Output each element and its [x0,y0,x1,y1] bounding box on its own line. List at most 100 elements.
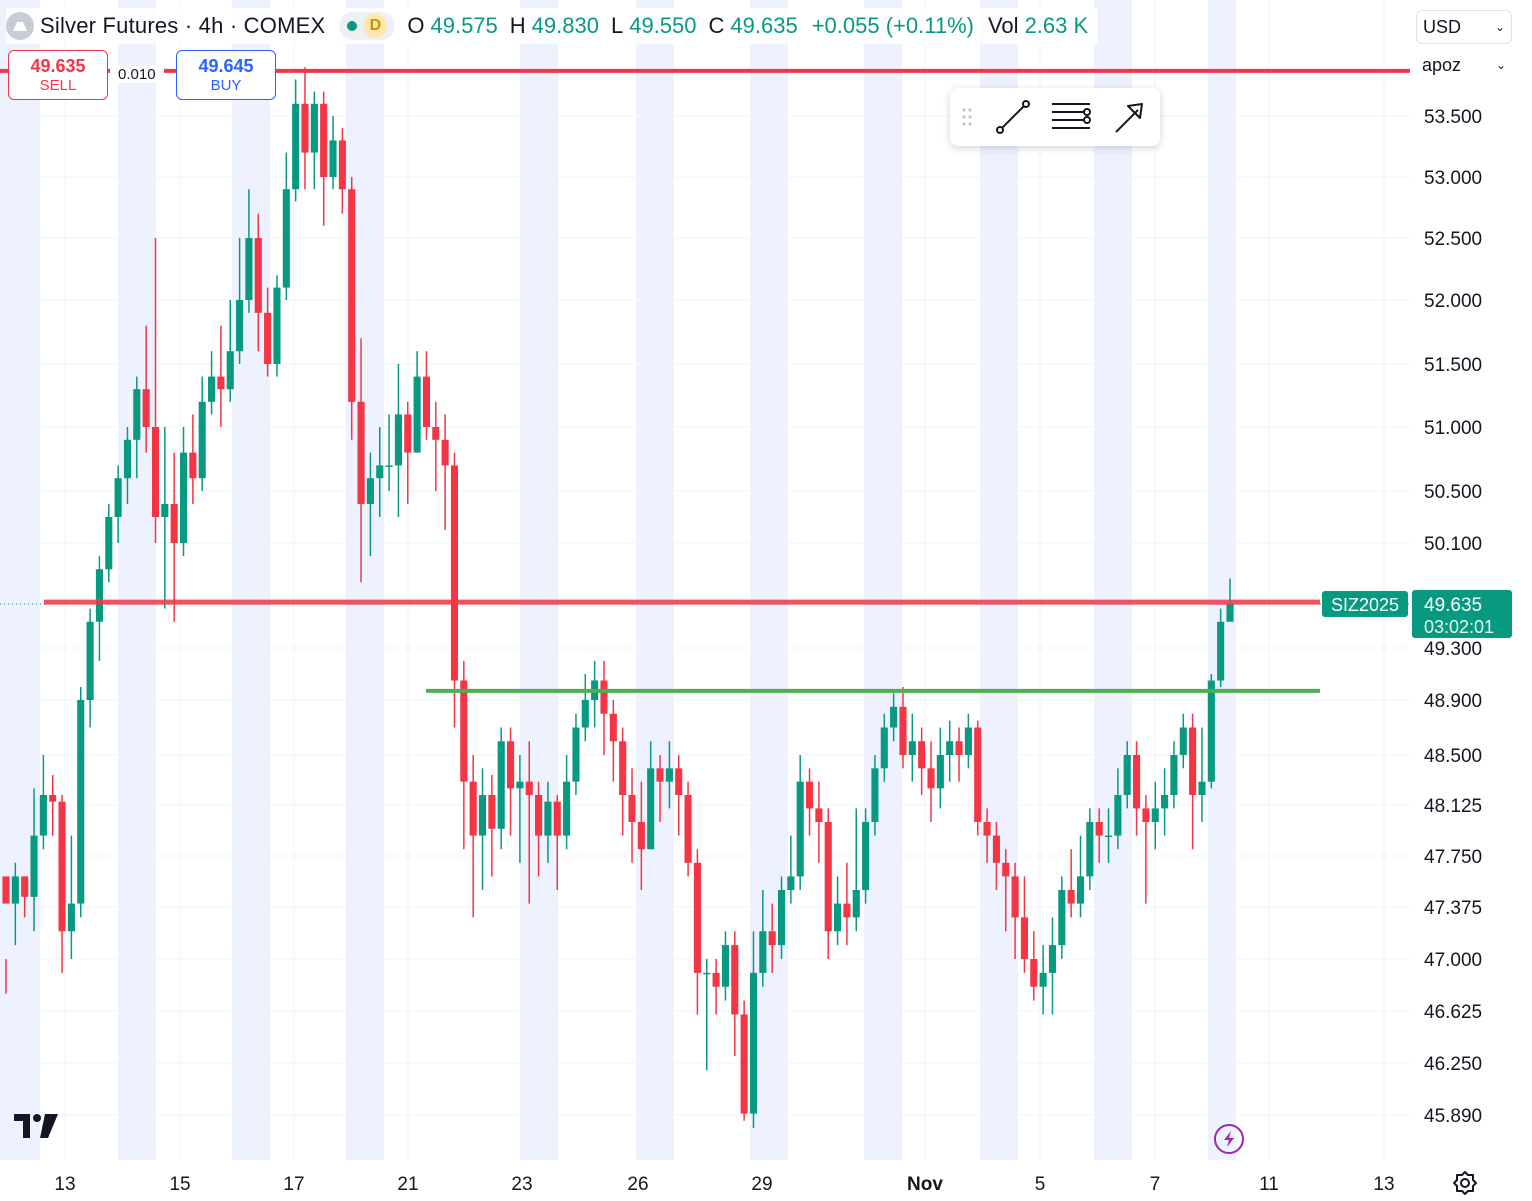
price-tick-label: 50.500 [1424,482,1482,503]
candle [39,755,47,850]
candle [413,351,421,453]
candle [2,876,10,994]
candle [563,755,571,850]
candle-body [441,439,449,466]
sell-button[interactable]: 49.635 SELL [8,50,108,100]
candle-body [30,835,38,897]
candle [77,687,85,918]
candle-body [376,465,384,479]
price-tick-label: 52.500 [1424,229,1482,250]
candle-body [142,389,150,427]
candle [179,427,188,557]
candle-body [1058,890,1066,946]
candle-body [506,741,515,789]
candle-body [946,741,954,755]
candle [450,452,459,728]
candle [142,325,150,453]
lightning-icon[interactable] [1214,1124,1244,1154]
candle [478,768,487,890]
horizontal-lines-tool-button[interactable] [1042,88,1100,146]
trend-line-tool-button[interactable] [984,88,1042,146]
candle [422,351,431,440]
price-tick-label: 46.625 [1424,1002,1482,1023]
session-band [1094,0,1132,1160]
candle [226,300,234,402]
candle [1142,795,1150,904]
price-tick-label: 47.750 [1424,847,1482,868]
candle [1030,931,1038,1001]
price-tick-label: 48.125 [1424,796,1482,817]
candle-body [497,741,505,829]
candle [619,727,627,836]
candle-body [39,795,47,836]
candle-body [516,781,524,789]
candle-body [731,945,739,1015]
tradingview-logo-icon[interactable] [12,1112,60,1145]
candle [703,959,711,1071]
time-axis: 13 15 17 21 23 26 29 Nov 5 7 11 13 [0,1160,1410,1200]
candle [525,741,533,904]
account-select[interactable]: apoz ⌄ [1416,48,1512,82]
candle [591,661,599,728]
candle-body [1076,876,1085,904]
session-band [118,0,156,1160]
candle [731,931,739,1057]
arrow-tool-button[interactable] [1100,88,1158,146]
candle [301,67,309,190]
price-tick-label: 51.000 [1424,418,1482,439]
candle [721,931,730,1001]
currency-select[interactable]: USD ⌄ [1416,10,1512,44]
close-value: 49.635 [730,13,798,38]
candle-body [796,781,804,877]
candle [310,91,318,190]
candle-body [572,727,580,782]
candle-body [535,795,543,836]
candle [95,556,103,661]
candle-body [1020,917,1028,959]
candle [535,781,543,877]
candle [852,808,860,932]
candle [637,781,645,890]
candle-body [1189,727,1197,795]
candle [1104,808,1113,863]
last-price-label-box [1412,590,1512,639]
candle-body [208,376,216,402]
candle-body [488,795,496,829]
candle [497,727,505,850]
candle [432,401,440,491]
buy-button[interactable]: 49.645 BUY [176,50,276,100]
candle-body [749,972,758,1114]
candle-body [1161,795,1169,809]
candle [208,351,216,415]
candle [236,238,244,364]
candle [264,287,272,377]
symbol-label-box [1322,591,1408,618]
grid-lines [0,0,1410,1160]
candle-body [1048,945,1057,973]
symbol-title[interactable]: Silver Futures · 4h · COMEX [40,13,326,38]
currency-value: USD [1423,16,1462,37]
close-label: C [708,13,725,38]
candle [665,741,673,809]
session-band [864,0,902,1160]
candle [1179,713,1187,769]
sell-price: 49.635 [30,56,86,76]
candle-body [282,189,290,288]
candle-body [890,706,898,728]
session-band [750,0,788,1160]
candlestick-series [2,67,1234,1128]
candle-body [2,876,10,904]
candle [983,808,991,863]
candle-body [450,465,459,681]
candle [58,795,66,973]
settings-gear-icon[interactable] [1452,1170,1478,1201]
session-bands [0,0,1236,1160]
candle-body [329,140,337,177]
candle-body [236,300,244,352]
market-status[interactable]: D [339,12,396,40]
candle [1002,849,1010,932]
candle [273,275,281,377]
candle-body [693,862,701,973]
drag-handle-icon[interactable] [950,106,984,128]
